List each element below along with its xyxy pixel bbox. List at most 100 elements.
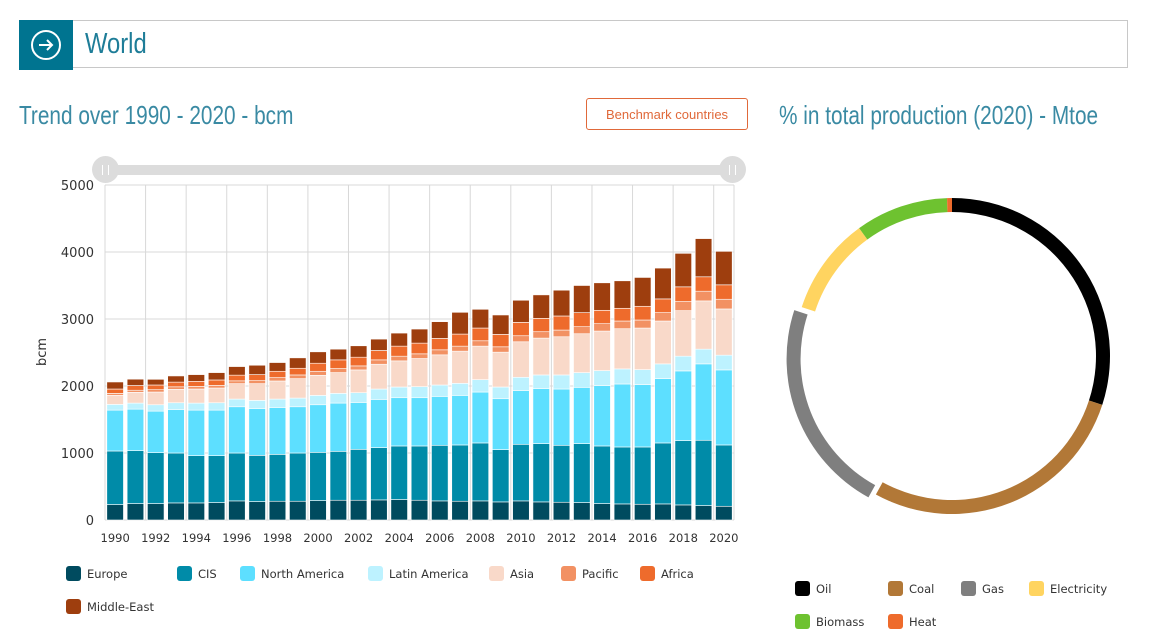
bar-segment-africa[interactable] xyxy=(370,350,388,361)
bar-segment-cis[interactable] xyxy=(431,444,449,502)
bar-segment-africa[interactable] xyxy=(147,384,165,390)
bar-segment-cis[interactable] xyxy=(187,455,205,504)
legend-item-electricity[interactable]: Electricity xyxy=(1029,581,1107,596)
bar-segment-north-america[interactable] xyxy=(228,406,246,454)
bar-segment-africa[interactable] xyxy=(167,381,185,388)
bar-segment-africa[interactable] xyxy=(431,338,449,351)
legend-item-europe[interactable]: Europe xyxy=(66,566,127,581)
bar-segment-africa[interactable] xyxy=(674,286,692,302)
legend-item-asia[interactable]: Asia xyxy=(489,566,534,581)
bar-segment-latin-america[interactable] xyxy=(613,368,632,385)
bar-segment-cis[interactable] xyxy=(167,452,185,504)
bar-segment-middle-east[interactable] xyxy=(532,294,550,319)
bar-segment-middle-east[interactable] xyxy=(268,362,287,372)
bar-segment-asia[interactable] xyxy=(228,383,246,400)
bar-segment-africa[interactable] xyxy=(106,388,124,394)
bar-segment-latin-america[interactable] xyxy=(573,372,591,388)
bar-segment-pacific[interactable] xyxy=(492,346,510,353)
bar-segment-middle-east[interactable] xyxy=(654,267,672,300)
bar-segment-asia[interactable] xyxy=(309,374,327,396)
bar-segment-latin-america[interactable] xyxy=(694,348,713,365)
bar-segment-latin-america[interactable] xyxy=(532,374,550,389)
bar-segment-north-america[interactable] xyxy=(147,410,165,453)
bar-segment-asia[interactable] xyxy=(187,388,205,404)
bar-segment-latin-america[interactable] xyxy=(593,370,611,386)
bar-segment-north-america[interactable] xyxy=(715,369,733,446)
bar-segment-asia[interactable] xyxy=(471,345,489,380)
bar-segment-north-america[interactable] xyxy=(573,387,591,444)
bar-segment-latin-america[interactable] xyxy=(228,398,246,408)
bar-segment-latin-america[interactable] xyxy=(147,404,165,412)
bar-segment-pacific[interactable] xyxy=(268,377,287,382)
bar-segment-africa[interactable] xyxy=(228,374,246,382)
bar-segment-pacific[interactable] xyxy=(613,320,632,330)
bar-segment-pacific[interactable] xyxy=(309,370,327,376)
bar-segment-cis[interactable] xyxy=(228,452,246,502)
bar-segment-cis[interactable] xyxy=(532,443,550,503)
bar-segment-europe[interactable] xyxy=(451,500,469,521)
bar-segment-north-america[interactable] xyxy=(694,363,713,441)
bar-segment-latin-america[interactable] xyxy=(106,404,124,411)
bar-segment-pacific[interactable] xyxy=(126,389,145,393)
bar-segment-europe[interactable] xyxy=(167,502,185,521)
bar-segment-africa[interactable] xyxy=(289,367,307,376)
bar-segment-pacific[interactable] xyxy=(106,393,124,396)
bar-segment-europe[interactable] xyxy=(634,503,652,521)
bar-segment-europe[interactable] xyxy=(390,499,408,521)
bar-segment-middle-east[interactable] xyxy=(410,328,429,344)
bar-segment-middle-east[interactable] xyxy=(512,299,530,323)
bar-segment-pacific[interactable] xyxy=(289,374,307,379)
donut-slice-biomass[interactable] xyxy=(859,198,948,240)
bar-segment-europe[interactable] xyxy=(350,499,368,521)
bar-segment-africa[interactable] xyxy=(573,312,591,328)
bar-segment-africa[interactable] xyxy=(248,374,266,381)
bar-segment-europe[interactable] xyxy=(289,500,307,521)
bar-segment-middle-east[interactable] xyxy=(492,314,510,335)
bar-segment-africa[interactable] xyxy=(512,322,530,337)
bar-segment-latin-america[interactable] xyxy=(167,402,185,410)
bar-segment-middle-east[interactable] xyxy=(329,348,347,361)
bar-segment-middle-east[interactable] xyxy=(390,332,408,347)
bar-segment-europe[interactable] xyxy=(512,500,530,521)
bar-segment-europe[interactable] xyxy=(694,505,713,521)
bar-segment-africa[interactable] xyxy=(552,315,571,331)
bar-segment-cis[interactable] xyxy=(694,439,713,506)
bar-segment-pacific[interactable] xyxy=(390,355,408,362)
legend-item-coal[interactable]: Coal xyxy=(888,581,934,596)
bar-segment-middle-east[interactable] xyxy=(248,364,266,375)
bar-segment-cis[interactable] xyxy=(512,443,530,502)
bar-segment-europe[interactable] xyxy=(593,503,611,521)
bar-segment-cis[interactable] xyxy=(715,444,733,507)
bar-segment-europe[interactable] xyxy=(654,503,672,521)
bar-segment-europe[interactable] xyxy=(431,500,449,521)
bar-segment-asia[interactable] xyxy=(552,336,571,376)
bar-segment-europe[interactable] xyxy=(147,503,165,521)
bar-segment-asia[interactable] xyxy=(167,389,185,404)
bar-segment-latin-america[interactable] xyxy=(207,402,226,411)
bar-segment-north-america[interactable] xyxy=(289,406,307,454)
bar-segment-north-america[interactable] xyxy=(674,370,692,441)
bar-segment-north-america[interactable] xyxy=(552,388,571,446)
bar-segment-middle-east[interactable] xyxy=(370,338,388,351)
bar-segment-africa[interactable] xyxy=(634,305,652,321)
bar-segment-north-america[interactable] xyxy=(532,388,550,444)
bar-segment-europe[interactable] xyxy=(106,504,124,521)
bar-segment-pacific[interactable] xyxy=(512,335,530,343)
slider-handle-end[interactable] xyxy=(719,156,746,183)
bar-segment-latin-america[interactable] xyxy=(451,383,469,396)
bar-segment-asia[interactable] xyxy=(147,391,165,406)
bar-segment-europe[interactable] xyxy=(471,500,489,521)
bar-segment-latin-america[interactable] xyxy=(390,386,408,399)
bar-segment-cis[interactable] xyxy=(613,446,632,505)
bar-segment-north-america[interactable] xyxy=(613,383,632,448)
bar-segment-asia[interactable] xyxy=(106,395,124,405)
bar-segment-latin-america[interactable] xyxy=(187,402,205,411)
legend-item-middle-east[interactable]: Middle-East xyxy=(66,599,154,614)
bar-segment-cis[interactable] xyxy=(350,449,368,501)
bar-segment-asia[interactable] xyxy=(654,320,672,365)
bar-segment-latin-america[interactable] xyxy=(634,369,652,385)
legend-item-pacific[interactable]: Pacific xyxy=(561,566,619,581)
bar-segment-cis[interactable] xyxy=(268,454,287,502)
bar-segment-middle-east[interactable] xyxy=(451,311,469,335)
bar-segment-cis[interactable] xyxy=(492,449,510,503)
